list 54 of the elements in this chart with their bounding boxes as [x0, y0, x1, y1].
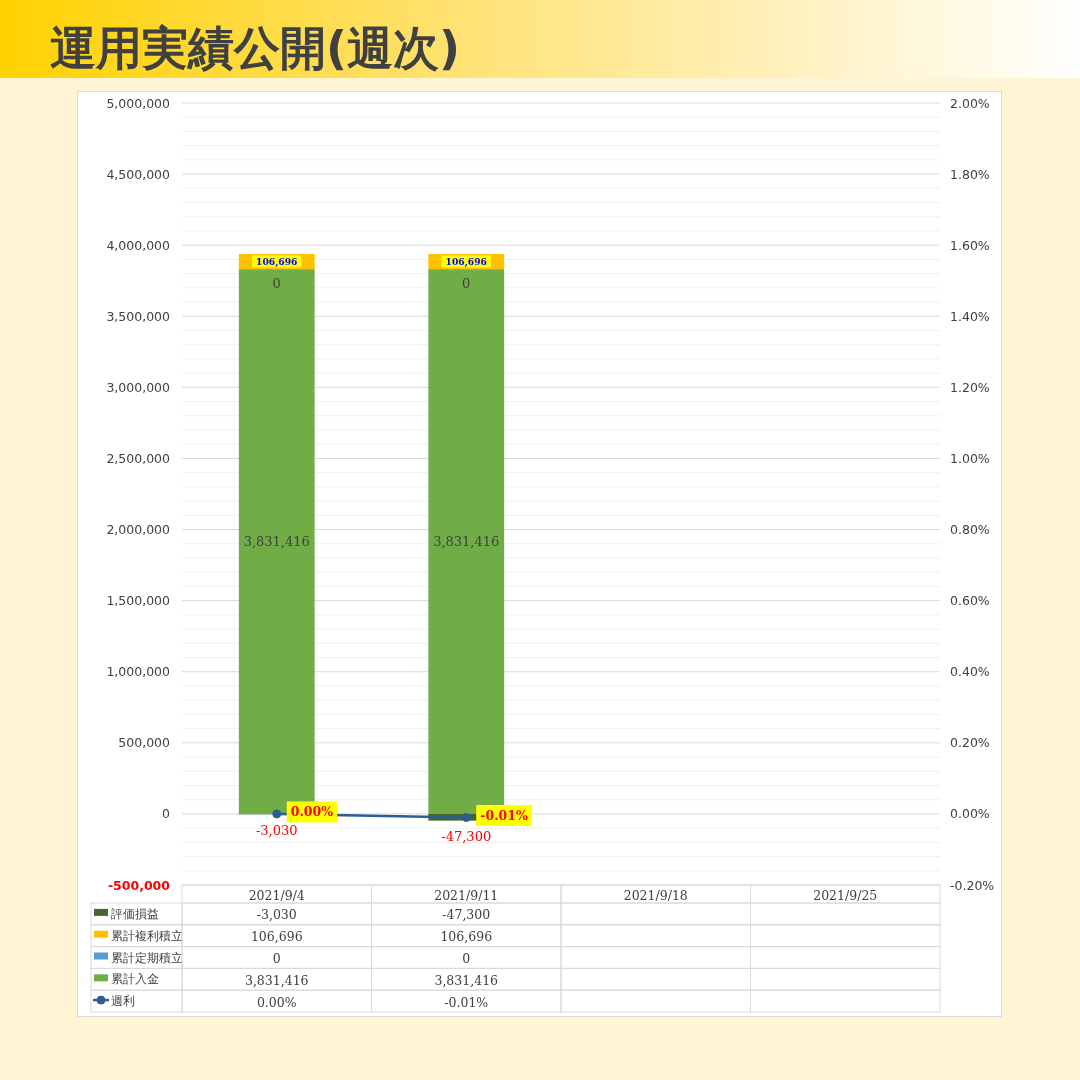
y-tick-label: 4,500,000 [106, 166, 171, 182]
x-tick-label: 2021/9/18 [623, 887, 688, 903]
text: -3,030 [255, 822, 298, 838]
y2-tick-label: 1.00% [950, 450, 990, 466]
y-tick-label: 3,000,000 [106, 379, 171, 395]
text: 3,831,416 [243, 534, 310, 550]
text: 106,696 [256, 256, 298, 268]
text: 106,696 [445, 256, 487, 268]
y-tick-label: 1,500,000 [106, 593, 171, 609]
y2-tick-label: 1.60% [950, 237, 990, 253]
y2-tick-label: 0.20% [950, 735, 990, 751]
x-tick-label: 2021/9/11 [434, 887, 499, 903]
text: 0 [272, 275, 281, 291]
data-label: 0 [272, 951, 281, 966]
text: -0.01% [480, 807, 528, 823]
legend-label: 累計定期積立 [111, 950, 183, 965]
y2-tick-label: 1.80% [950, 166, 990, 182]
data-label: 106,696 [250, 929, 303, 945]
y-tick-label: 4,000,000 [106, 237, 171, 253]
y2-tick-label: -0.20% [950, 877, 995, 893]
y2-tick-label: 0.60% [950, 593, 990, 609]
y2-tick-label: 0.40% [950, 664, 990, 680]
y2-tick-label: 0.80% [950, 522, 990, 538]
text: -47,300 [441, 829, 492, 845]
chart-title: 運用実績公開(週次) [50, 21, 461, 75]
y-tick-label: 0 [162, 806, 171, 822]
data-label: 3,831,416 [434, 972, 499, 988]
y2-tick-label: 1.20% [950, 379, 990, 395]
y2-tick-label: 2.00% [950, 95, 990, 111]
y-tick-label: 500,000 [118, 735, 171, 751]
y2-tick-label: 0.00% [950, 806, 990, 822]
text: 0.00% [290, 804, 334, 820]
data-label: 0.00% [256, 994, 297, 1010]
y-tick-label: 2,500,000 [106, 450, 171, 466]
text: 3,831,416 [433, 534, 500, 550]
y-tick-label: 3,500,000 [106, 308, 171, 324]
y-tick-label: 5,000,000 [106, 95, 171, 111]
legend-label: 評価損益 [111, 906, 159, 921]
x-tick-label: 2021/9/25 [813, 887, 878, 903]
data-label: 0 [462, 951, 471, 966]
y-tick-label: 1,000,000 [106, 664, 171, 680]
y-tick-label: -500,000 [107, 877, 171, 893]
y2-tick-label: 1.40% [950, 308, 990, 324]
y-tick-label: 2,000,000 [106, 522, 171, 538]
legend-label: 累計複利積立 [111, 928, 183, 943]
x-tick-label: 2021/9/4 [248, 887, 305, 903]
text: 0 [462, 275, 471, 291]
data-label: -0.01% [444, 994, 489, 1010]
data-label: -3,030 [256, 907, 297, 923]
data-label: 106,696 [440, 929, 493, 945]
legend-label: 累計入金 [111, 972, 159, 987]
data-label: 3,831,416 [244, 972, 309, 988]
legend-label: 週利 [111, 994, 135, 1009]
data-label: -47,300 [442, 907, 491, 923]
